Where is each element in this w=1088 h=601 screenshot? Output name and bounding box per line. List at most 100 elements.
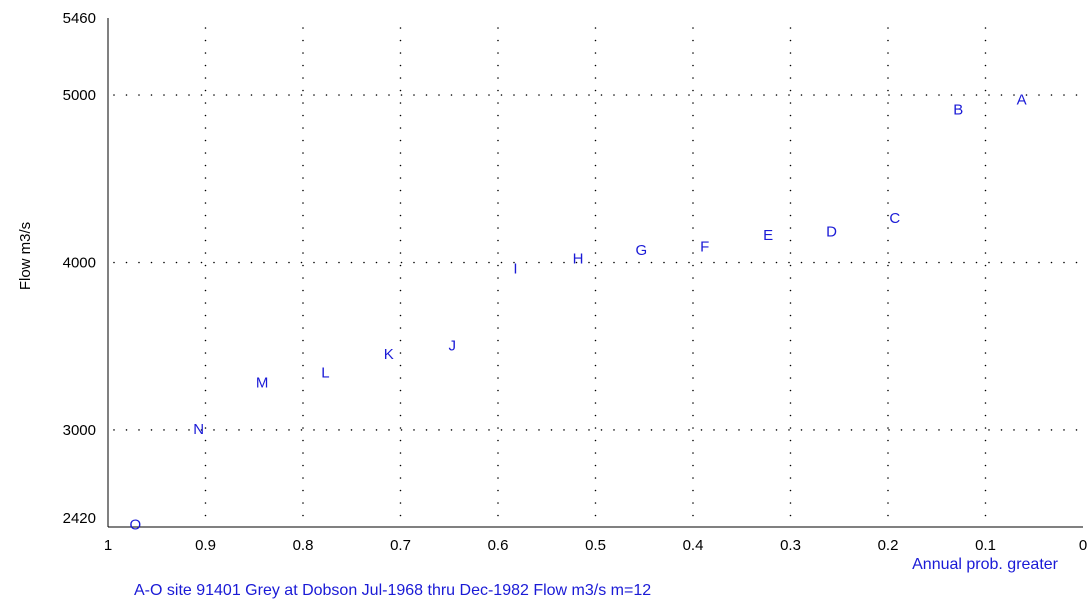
grid-dot — [302, 127, 304, 129]
grid-dot — [700, 261, 703, 264]
grid-dot — [204, 139, 207, 142]
grid-dot — [463, 261, 465, 264]
grid-dot — [350, 261, 353, 264]
grid-dot — [692, 477, 694, 479]
grid-dot — [204, 239, 207, 242]
grid-dot — [984, 477, 987, 479]
grid-dot — [594, 264, 597, 267]
grid-dot — [887, 177, 889, 179]
grid-dot — [500, 94, 503, 96]
grid-dot — [887, 102, 889, 104]
grid-dot — [204, 39, 207, 42]
grid-dot — [497, 489, 499, 492]
grid-dot — [594, 252, 597, 254]
grid-dot — [150, 94, 153, 96]
grid-dot — [513, 429, 515, 431]
grid-dot — [663, 261, 665, 264]
grid-dot — [188, 261, 190, 264]
grid-dot — [399, 252, 402, 254]
grid-dot — [875, 429, 878, 431]
grid-dot — [338, 94, 340, 96]
grid-dot — [302, 452, 304, 454]
grid-dot — [302, 227, 304, 229]
chart-caption: A-O site 91401 Grey at Dobson Jul-1968 t… — [134, 582, 651, 599]
x-tick-label: 0 — [1079, 537, 1087, 554]
grid-dot — [399, 502, 402, 504]
grid-dot — [399, 127, 402, 129]
grid-dot — [594, 352, 597, 354]
x-tick-label: 0.2 — [878, 537, 899, 554]
grid-dot — [325, 261, 328, 264]
grid-dot — [650, 94, 653, 96]
grid-dot — [887, 314, 889, 317]
grid-dot — [204, 152, 207, 154]
grid-dot — [399, 477, 402, 479]
grid-dot — [1050, 261, 1053, 264]
grid-dot — [150, 261, 153, 264]
grid-dot — [497, 314, 499, 317]
grid-dot — [497, 252, 499, 254]
grid-dot — [204, 302, 207, 304]
grid-dot — [887, 189, 889, 192]
grid-dot — [789, 339, 792, 342]
grid-dot — [325, 429, 328, 431]
grid-dot — [302, 364, 304, 367]
grid-dot — [375, 261, 378, 264]
grid-dot — [984, 327, 987, 329]
grid-dot — [388, 261, 390, 264]
grid-dot — [204, 89, 207, 92]
grid-dot — [1038, 261, 1040, 264]
grid-dot — [738, 429, 740, 431]
grid-dot — [204, 27, 207, 29]
grid-dot — [692, 202, 694, 204]
grid-dot — [800, 429, 803, 431]
grid-dot — [692, 227, 694, 229]
grid-dot — [497, 339, 499, 342]
grid-dot — [497, 377, 499, 379]
grid-dot — [399, 439, 402, 442]
grid-dot — [399, 389, 402, 392]
grid-dot — [594, 339, 597, 342]
grid-dot — [350, 429, 353, 431]
grid-dot — [775, 94, 778, 96]
grid-dot — [650, 261, 653, 264]
grid-dot — [984, 27, 987, 29]
grid-dot — [938, 94, 940, 96]
grid-dot — [497, 189, 499, 192]
grid-dot — [692, 77, 694, 79]
grid-dot — [850, 261, 853, 264]
data-point-label: C — [889, 210, 900, 227]
grid-dot — [1063, 261, 1065, 264]
grid-dot — [497, 89, 499, 92]
grid-dot — [204, 177, 207, 179]
grid-dot — [302, 177, 304, 179]
grid-dot — [600, 261, 603, 264]
grid-dot — [475, 429, 478, 431]
grid-dot — [984, 489, 987, 492]
grid-dot — [984, 289, 987, 292]
grid-dot — [887, 439, 889, 442]
grid-dot — [1013, 429, 1015, 431]
grid-dot — [238, 429, 240, 431]
grid-dot — [399, 289, 402, 292]
grid-dot — [497, 64, 499, 67]
grid-dot — [984, 77, 987, 79]
grid-dot — [594, 102, 597, 104]
grid-dot — [984, 464, 987, 467]
grid-dot — [497, 302, 499, 304]
grid-dot — [163, 94, 165, 96]
grid-dot — [1038, 94, 1040, 96]
grid-dot — [789, 102, 792, 104]
data-point-label: I — [513, 261, 517, 278]
grid-dot — [200, 94, 203, 96]
grid-dot — [497, 177, 499, 179]
grid-dot — [399, 327, 402, 329]
grid-dot — [400, 94, 403, 96]
grid-dot — [399, 202, 402, 204]
grid-dot — [302, 252, 304, 254]
grid-dot — [692, 27, 694, 29]
grid-dot — [302, 164, 304, 167]
grid-dot — [1050, 94, 1053, 96]
grid-dot — [1013, 94, 1015, 96]
